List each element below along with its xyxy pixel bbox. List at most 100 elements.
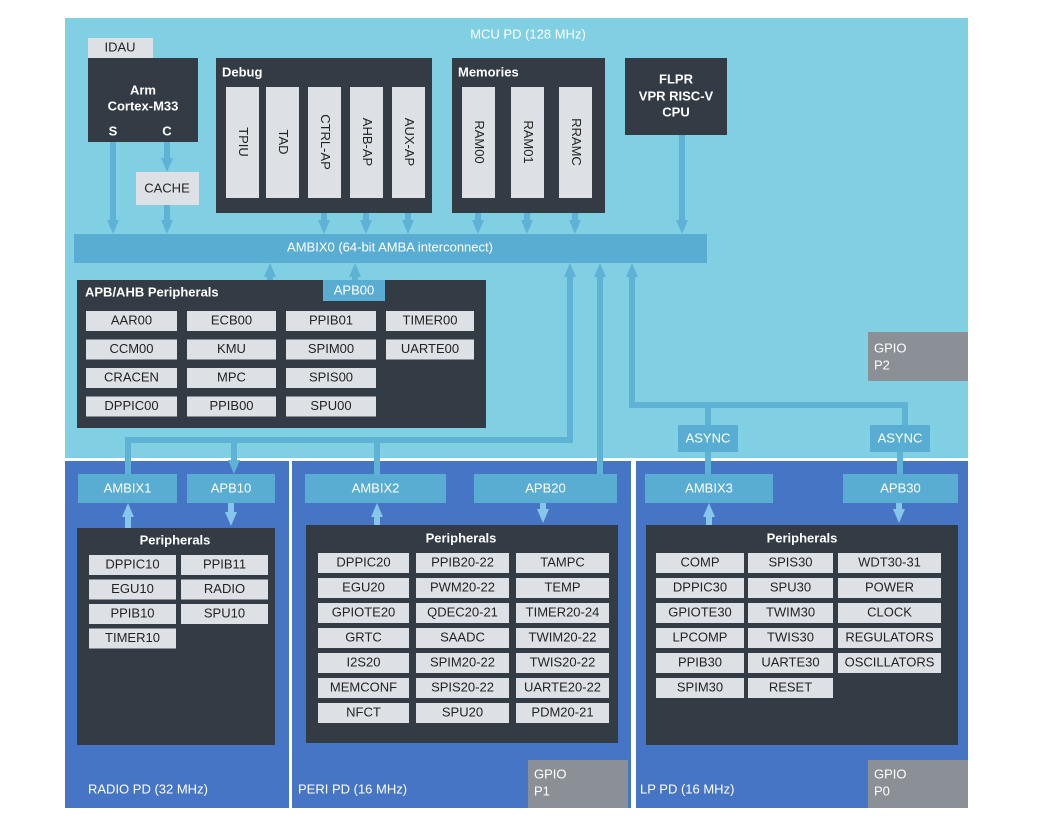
peripheral-cell xyxy=(187,311,276,331)
peripheral-label: EGU20 xyxy=(342,579,385,594)
peripheral-cell xyxy=(656,628,744,648)
gpio-label: P1 xyxy=(534,783,550,798)
bus-box xyxy=(187,474,275,503)
peripheral-cell xyxy=(187,368,276,388)
peripheral-cell xyxy=(748,553,833,573)
peripheral-cell xyxy=(318,628,409,648)
bus-label: AMBIX1 xyxy=(104,480,152,495)
peripheral-label: DPPIC10 xyxy=(105,556,159,571)
region-title: RADIO PD (32 MHz) xyxy=(88,781,208,796)
peripheral-cell xyxy=(286,396,376,417)
group-title: APB/AHB Peripherals xyxy=(85,284,219,299)
peripheral-cell xyxy=(516,653,609,673)
group-title: Debug xyxy=(222,64,263,79)
port-label: C xyxy=(162,123,172,138)
bus-box xyxy=(305,474,446,503)
peripheral-label: PDM20-21 xyxy=(531,704,593,719)
cpu-label: Arm xyxy=(130,82,156,97)
peripheral-label: TWIS20-22 xyxy=(530,654,596,669)
peripheral-cell xyxy=(181,604,268,624)
peripheral-label: GPIOTE20 xyxy=(332,604,396,619)
peripheral-cell xyxy=(516,678,609,698)
peripheral-cell xyxy=(656,678,744,698)
peripheral-label: SPU10 xyxy=(204,605,245,620)
peripheral-cell xyxy=(89,628,176,649)
peripheral-cell xyxy=(318,603,409,623)
peripheral-label: TWIS30 xyxy=(767,629,814,644)
peripheral-label: SPIM20-22 xyxy=(430,654,495,669)
arrow xyxy=(125,263,576,474)
cpu-label: Cortex-M33 xyxy=(108,98,179,113)
peripheral-cell xyxy=(838,628,941,648)
peripheral-label: TIMER10 xyxy=(105,630,160,645)
peripheral-label: ECB00 xyxy=(211,312,252,327)
peripheral-cell xyxy=(86,396,177,417)
peripheral-label: PPIB00 xyxy=(209,398,253,413)
peripheral-label: SPU30 xyxy=(770,579,811,594)
peripheral-cell xyxy=(838,553,941,573)
region-title: PERI PD (16 MHz) xyxy=(298,781,407,796)
peripheral-label: SAADC xyxy=(440,629,485,644)
interconnect-label: AMBIX0 (64-bit AMBA interconnect) xyxy=(287,239,493,254)
memory-block xyxy=(462,87,495,198)
cpu-box xyxy=(88,58,198,142)
idau-label: IDAU xyxy=(104,39,135,54)
peripheral-label: UARTE30 xyxy=(761,654,819,669)
peripheral-label: SPIS20-22 xyxy=(431,679,494,694)
group-title: Memories xyxy=(458,64,519,79)
flpr-label: FLPR xyxy=(659,71,694,86)
peripheral-cell xyxy=(86,339,177,360)
bus-label: APB20 xyxy=(525,480,565,495)
peripheral-label: TIMER00 xyxy=(403,312,458,327)
gpio-box xyxy=(868,332,968,381)
peripheral-label: EGU10 xyxy=(111,581,154,596)
peripheral-cell xyxy=(656,553,744,573)
peripheral-cell xyxy=(748,578,833,598)
bus-box xyxy=(474,474,617,503)
peripheral-cell xyxy=(516,603,609,623)
peripheral-label: DPPIC20 xyxy=(336,554,390,569)
region-title: LP PD (16 MHz) xyxy=(640,781,734,796)
region-title: MCU PD (128 MHz) xyxy=(470,26,586,41)
peripheral-cell xyxy=(656,578,744,598)
peripheral-cell xyxy=(748,603,833,623)
bus-tab xyxy=(323,280,385,301)
peripheral-cell xyxy=(386,311,474,331)
peripheral-cell xyxy=(656,653,744,673)
peripheral-cell xyxy=(838,603,941,623)
peripheral-label: CCM00 xyxy=(109,341,153,356)
peripheral-label: TEMP xyxy=(544,579,580,594)
peripheral-cell xyxy=(318,703,409,723)
peripheral-label: AAR00 xyxy=(111,312,152,327)
debug-block xyxy=(266,87,299,198)
peripheral-cell xyxy=(89,579,176,600)
block-label: TAD xyxy=(276,129,291,154)
peripheral-cell xyxy=(416,653,509,673)
peripheral-label: UARTE00 xyxy=(401,341,459,356)
peripheral-cell xyxy=(286,339,376,360)
peripheral-label: REGULATORS xyxy=(845,629,934,644)
peripheral-label: TWIM20-22 xyxy=(529,629,597,644)
peripheral-cell xyxy=(181,555,268,575)
peripheral-label: UARTE20-22 xyxy=(524,679,601,694)
peripheral-label: OSCILLATORS xyxy=(845,654,935,669)
bus-label: APB00 xyxy=(334,282,374,297)
peripheral-cell xyxy=(386,339,474,360)
peripheral-cell xyxy=(318,553,409,573)
peripheral-cell xyxy=(516,553,609,573)
gpio-box xyxy=(528,760,628,808)
group-title: Peripherals xyxy=(140,532,211,547)
memory-block xyxy=(559,87,592,198)
peripheral-cell xyxy=(318,578,409,598)
peripheral-label: TAMPC xyxy=(540,554,585,569)
gpio-label: GPIO xyxy=(874,340,907,355)
peripheral-label: COMP xyxy=(681,554,720,569)
peripheral-cell xyxy=(318,678,409,698)
flpr-box xyxy=(625,58,727,135)
bus-label: AMBIX3 xyxy=(685,480,733,495)
block-label: RAM00 xyxy=(472,120,487,163)
flpr-label: VPR RISC-V xyxy=(639,88,714,103)
peripheral-cell xyxy=(416,628,509,648)
peripheral-cell xyxy=(838,578,941,598)
